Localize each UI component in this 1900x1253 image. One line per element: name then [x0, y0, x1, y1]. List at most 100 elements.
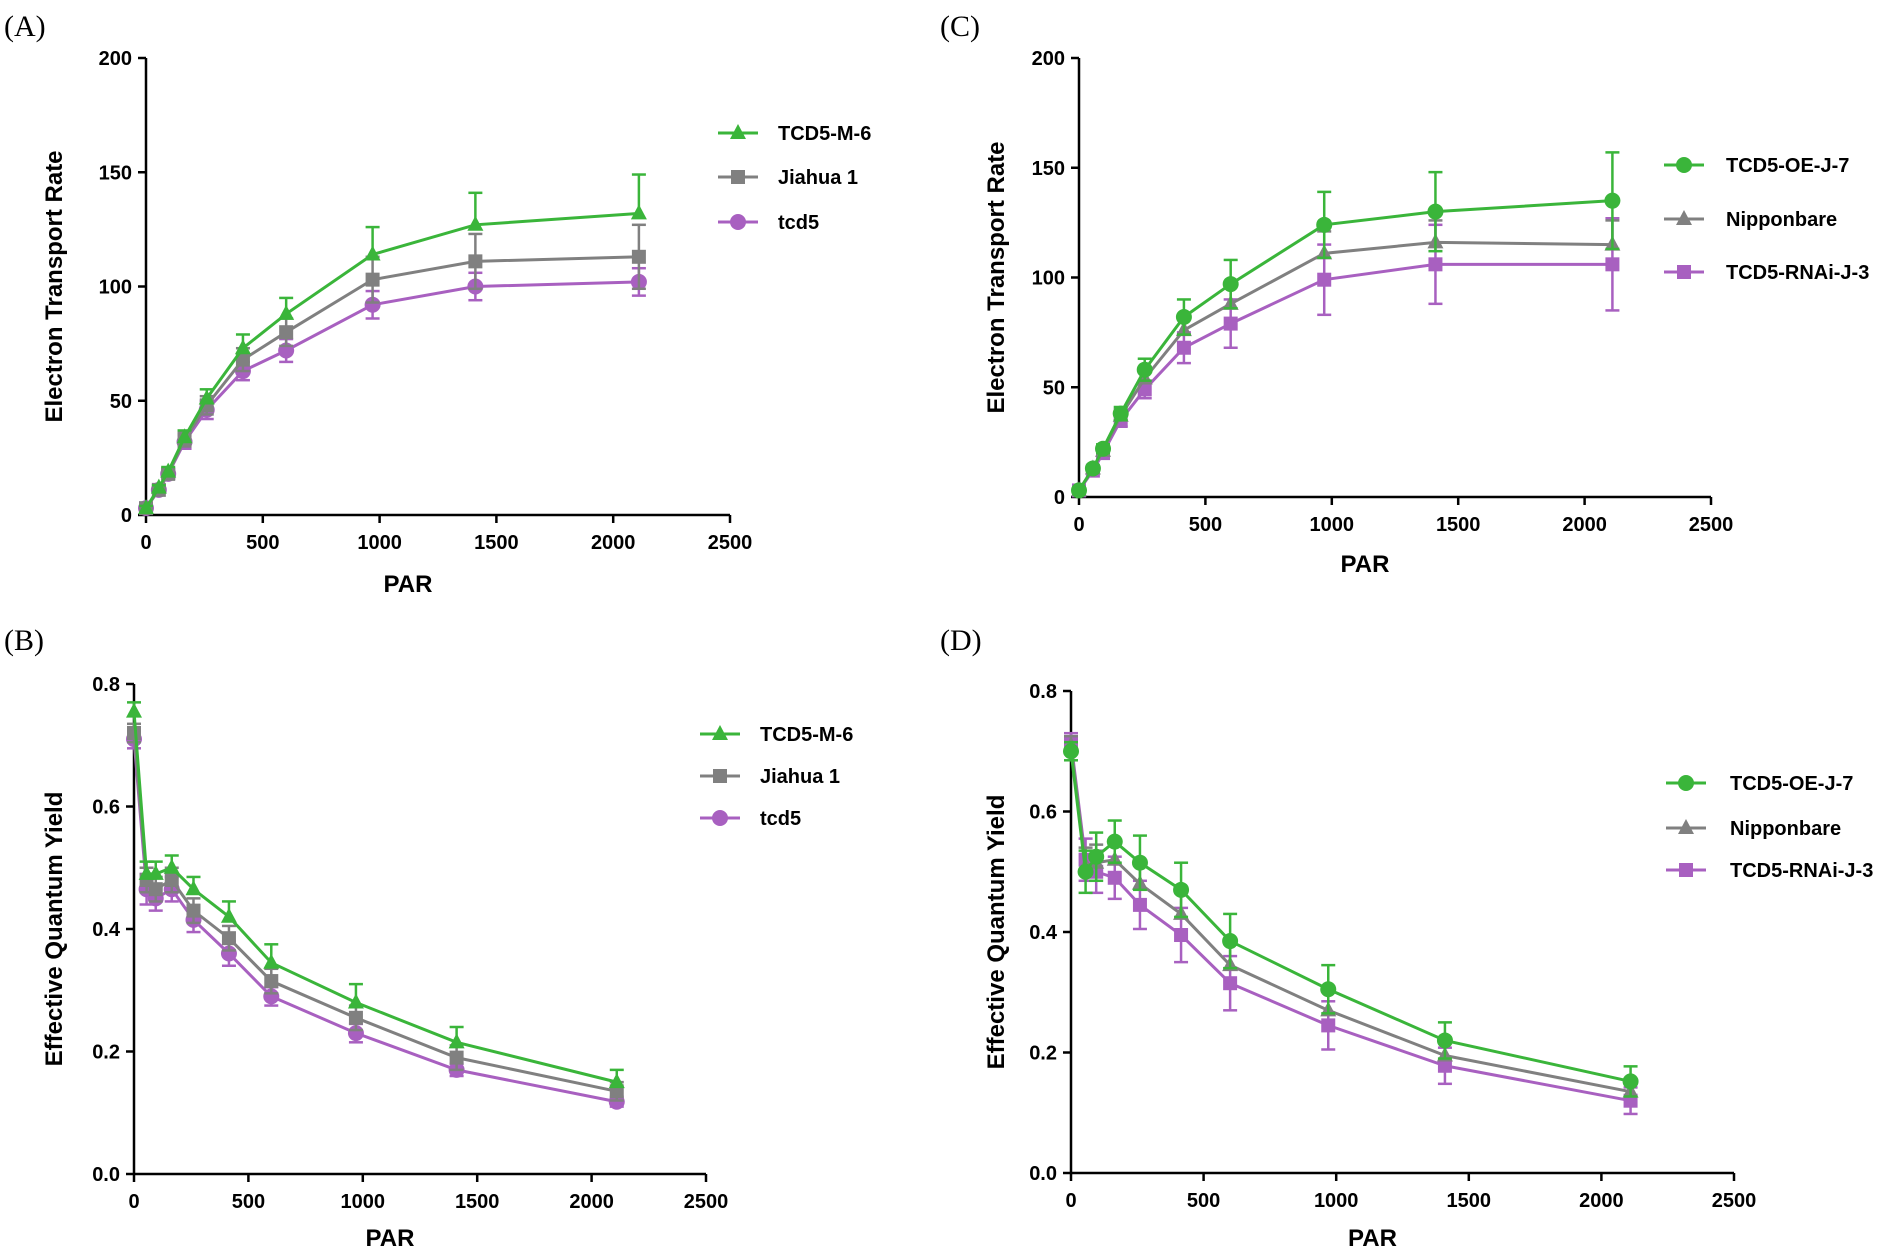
data-point [186, 903, 201, 918]
data-point [1427, 203, 1444, 220]
y-tick-label: 0.0 [92, 1164, 120, 1186]
x-axis-title: PAR [1341, 551, 1390, 578]
legend-label: Nipponbare [1730, 818, 1841, 840]
data-point [1112, 405, 1129, 422]
x-axis-title: PAR [384, 571, 433, 598]
data-point [1173, 881, 1190, 898]
x-tick-label: 1000 [1310, 514, 1355, 536]
x-tick-label: 1500 [1447, 1190, 1492, 1212]
legend-marker [1679, 863, 1693, 877]
series-tcd5-oe-j-7 [1063, 740, 1639, 1098]
data-point [630, 204, 647, 220]
y-tick-label: 0.8 [92, 674, 120, 696]
data-point [1131, 854, 1148, 871]
legend-label: Jiahua 1 [778, 167, 858, 189]
data-point [235, 352, 250, 367]
data-point [1604, 192, 1621, 209]
x-tick-label: 2500 [708, 532, 753, 554]
series-line [1077, 199, 1613, 492]
panel-label: (C) [940, 10, 980, 43]
legend-label: TCD5-M-6 [778, 123, 871, 145]
series-nipponbare [1063, 734, 1639, 1098]
panel-label: (A) [4, 10, 46, 43]
data-point [365, 272, 380, 287]
series-line [144, 280, 639, 510]
data-point [1223, 316, 1238, 331]
data-point [220, 907, 237, 923]
legend: TCD5-OE-J-7 Nipponbare TCD5-RNAi-J-3 [1664, 155, 1869, 284]
data-point [138, 499, 154, 515]
y-tick-label: 0.4 [1029, 922, 1058, 944]
data-point [279, 325, 294, 340]
y-tick-label: 0.4 [92, 919, 121, 941]
data-point [364, 296, 381, 313]
x-tick-label: 0 [1073, 514, 1084, 536]
x-axis-title: PAR [366, 1225, 415, 1252]
y-tick-label: 0.6 [92, 797, 120, 819]
chart-panel-c: (C) 0 500 1000 1500 2000 2500 0 50 100 150 200 PAR El… [940, 10, 1869, 578]
data-point [1095, 440, 1112, 457]
y-tick-label: 0.2 [92, 1042, 120, 1064]
y-tick-label: 100 [1032, 268, 1065, 290]
y-axis-title: Effective Quantum Yield [983, 795, 1010, 1070]
data-point [1174, 928, 1189, 943]
series-line [1069, 742, 1631, 1103]
x-tick-label: 1500 [455, 1191, 500, 1213]
legend-marker [712, 725, 728, 740]
x-tick-label: 0 [128, 1191, 139, 1213]
series-line [1069, 745, 1631, 1094]
data-point [176, 428, 193, 444]
legend-label: Jiahua 1 [760, 766, 840, 788]
data-point [1106, 833, 1123, 850]
data-point [1063, 743, 1079, 760]
data-point [147, 864, 164, 880]
data-point [1071, 482, 1087, 499]
series-tcd5-rnai-j-3 [1064, 731, 1638, 1116]
data-point [1622, 1073, 1639, 1090]
data-point [198, 389, 215, 405]
data-point [1321, 1018, 1336, 1033]
data-point [127, 726, 141, 740]
data-point [1223, 976, 1238, 991]
data-point [1132, 897, 1147, 912]
x-tick-label: 0 [1065, 1190, 1076, 1212]
x-tick-label: 2000 [1579, 1190, 1624, 1212]
legend-marker [1676, 210, 1692, 225]
data-point [347, 993, 364, 1009]
panel-label: (B) [4, 624, 44, 657]
series-tcd5-m-6 [126, 701, 625, 1089]
legend-label: TCD5-M-6 [760, 724, 853, 746]
data-point [264, 974, 279, 989]
data-point [1317, 272, 1332, 287]
legend-label: Nipponbare [1726, 209, 1837, 231]
data-point [160, 462, 177, 478]
legend-label: TCD5-OE-J-7 [1726, 155, 1849, 177]
x-tick-label: 2000 [1562, 514, 1607, 536]
legend-marker [731, 170, 745, 184]
data-point [1428, 257, 1443, 272]
x-tick-label: 500 [232, 1191, 265, 1213]
legend: TCD5-M-6 Jiahua 1 tcd5 [718, 123, 871, 234]
data-point [631, 249, 646, 264]
legend-marker [1678, 775, 1694, 791]
x-tick-label: 2500 [1689, 514, 1734, 536]
legend-label: TCD5-RNAi-J-3 [1730, 860, 1873, 882]
legend: TCD5-M-6 Jiahua 1 tcd5 [700, 724, 853, 830]
data-point [148, 882, 163, 897]
y-tick-label: 0.8 [1029, 681, 1057, 703]
data-point [163, 858, 180, 874]
y-tick-label: 0.0 [1029, 1163, 1057, 1185]
x-tick-label: 2500 [1712, 1190, 1757, 1212]
series-jiahua-1 [139, 223, 646, 516]
series-line [1077, 262, 1613, 492]
y-tick-label: 0 [1054, 487, 1065, 509]
legend-label: tcd5 [778, 212, 819, 234]
data-point [1088, 848, 1105, 865]
legend-marker [1678, 819, 1694, 834]
chart-panel-b: (B) 0 500 1000 1500 2000 2500 0.0 0.2 0.4 0.6 0.8 PA… [4, 624, 853, 1252]
series-tcd5-m-6 [138, 173, 647, 515]
data-point [1077, 863, 1094, 880]
legend-marker [730, 214, 746, 230]
legend-label: TCD5-OE-J-7 [1730, 773, 1853, 795]
